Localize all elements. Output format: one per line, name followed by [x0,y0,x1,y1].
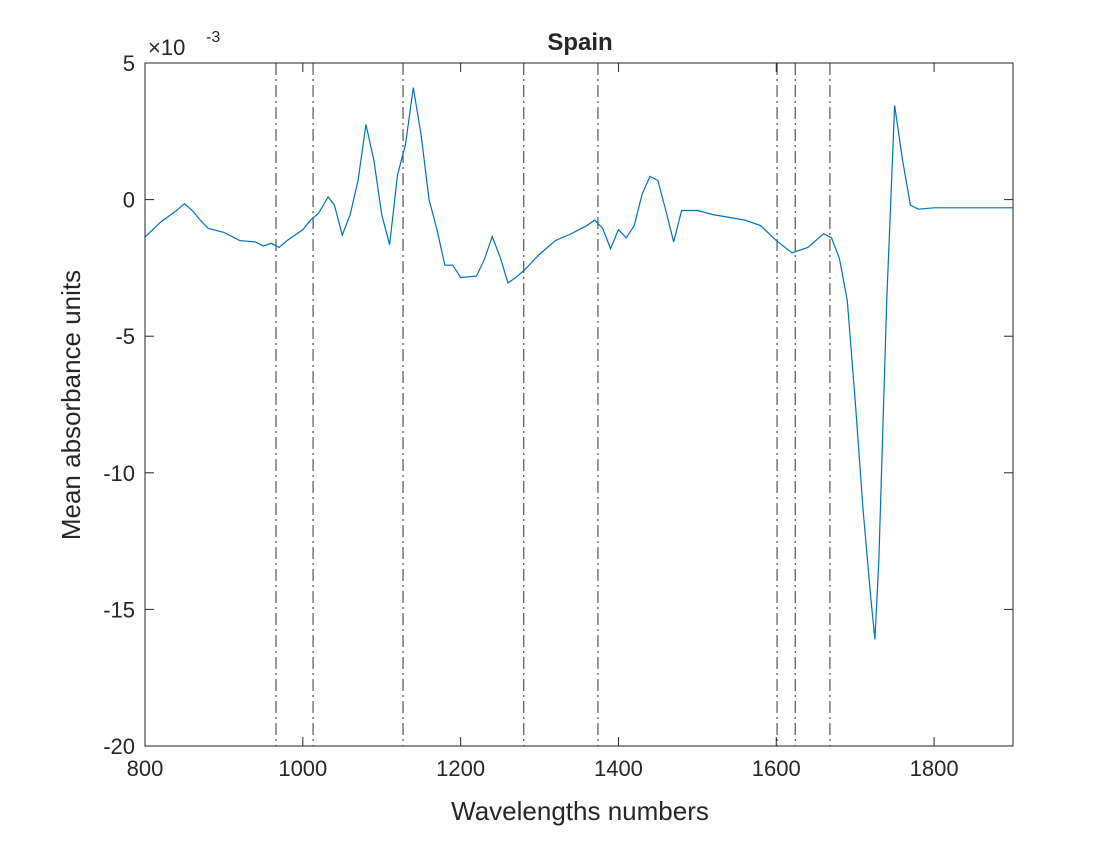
y-tick-label: -15 [103,597,135,622]
chart-title: Spain [547,29,612,56]
x-tick-label: 800 [127,756,164,781]
y-axis-label: Mean absorbance units [56,270,86,540]
y-multiplier-base: ×10 [148,35,185,60]
x-tick-label: 1600 [752,756,801,781]
x-tick-label: 1800 [910,756,959,781]
data-line [144,87,1013,640]
y-tick-label: 5 [123,51,135,76]
x-tick-label: 1200 [436,756,485,781]
x-tick-label: 1400 [594,756,643,781]
y-tick-label: -5 [115,324,135,349]
y-tick-label: -20 [103,734,135,759]
x-tick-label: 1000 [278,756,327,781]
x-axis-label: Wavelengths numbers [451,796,709,826]
y-tick-label: 0 [123,188,135,213]
y-tick-label: -10 [103,461,135,486]
y-multiplier-power: -3 [206,29,220,46]
plot-frame [144,62,1014,747]
